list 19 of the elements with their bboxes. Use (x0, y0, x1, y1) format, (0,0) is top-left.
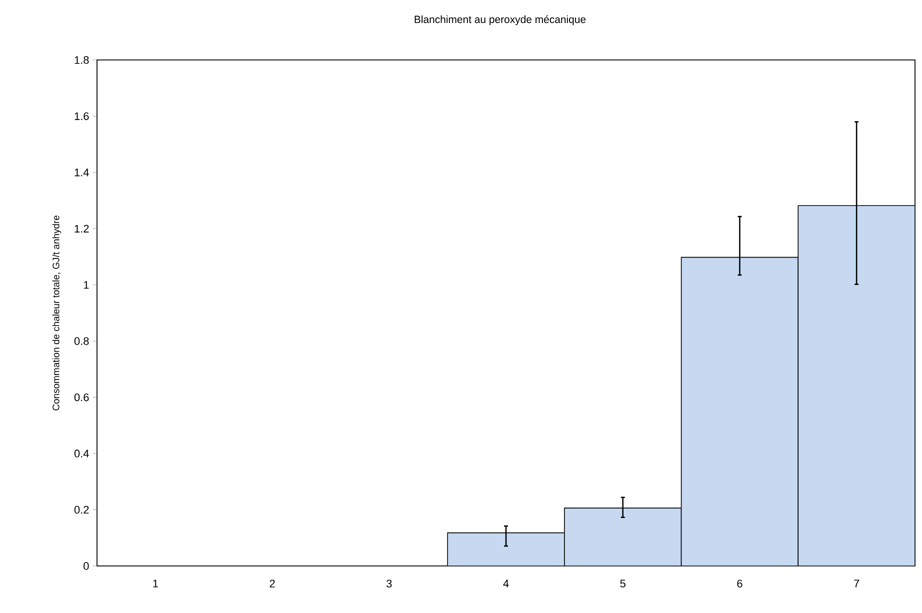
y-axis-title: Consommation de chaleur totale, GJ/t anhydre (52, 216, 62, 410)
y-tick-label: 0 (84, 562, 89, 570)
y-tick-label: 0.4 (74, 450, 89, 458)
x-tick-label: 1 (153, 580, 158, 588)
x-tick-label: 3 (386, 580, 392, 588)
x-tick-label: 7 (854, 580, 860, 588)
x-tick-label: 6 (737, 580, 742, 588)
x-tick-label: 5 (620, 580, 626, 588)
y-tick-label: 1.2 (74, 224, 89, 232)
y-tick-label: 0.8 (74, 337, 89, 345)
x-tick-label: 2 (270, 580, 275, 588)
y-tick-label: 0.6 (74, 393, 89, 402)
y-tick-label: 0.2 (74, 506, 89, 514)
y-tick-label: 1 (84, 281, 89, 289)
y-tick-label: 1.8 (74, 56, 89, 64)
chart-title: Blanchiment au peroxyde mécanique (414, 15, 586, 26)
x-tick-label: 4 (503, 580, 509, 588)
y-tick-label: 1.6 (74, 112, 89, 120)
y-tick-label: 1.4 (74, 168, 89, 176)
